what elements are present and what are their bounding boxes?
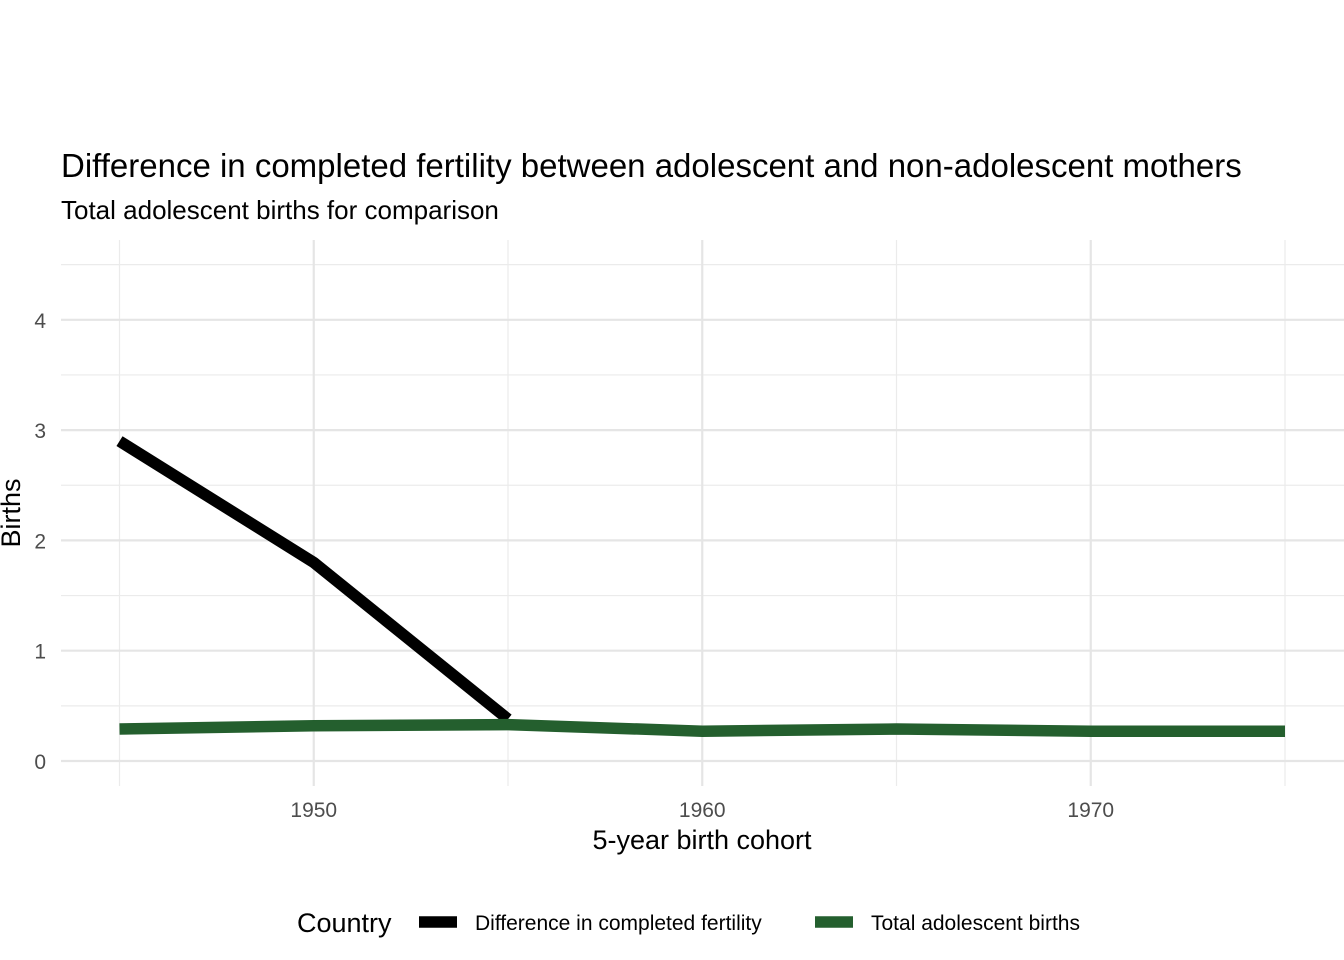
series-line-1 — [116, 436, 512, 724]
series-lines — [116, 436, 1285, 737]
x-axis-title: 5-year birth cohort — [592, 825, 812, 855]
y-tick-label: 1 — [34, 641, 46, 664]
chart-title: Difference in completed fertility betwee… — [61, 147, 1242, 184]
y-tick-label: 0 — [34, 751, 46, 774]
y-tick-label: 2 — [34, 530, 46, 553]
legend-title: Country — [297, 908, 392, 938]
legend-label-1: Difference in completed fertility — [475, 912, 762, 935]
chart-subtitle: Total adolescent births for comparison — [61, 195, 499, 225]
y-tick-label: 4 — [34, 310, 46, 333]
series-line-2 — [119, 718, 1285, 737]
tick-labels: 0 1 2 3 4 1950 1960 1970 — [34, 310, 1114, 822]
x-tick-label: 1960 — [679, 799, 726, 822]
x-tick-label: 1970 — [1067, 799, 1114, 822]
grid — [61, 240, 1344, 786]
x-tick-label: 1950 — [290, 799, 337, 822]
legend: Country Difference in completed fertilit… — [297, 908, 1080, 938]
y-tick-label: 3 — [34, 420, 46, 443]
y-axis-title: Births — [0, 478, 26, 547]
legend-label-2: Total adolescent births — [871, 912, 1080, 935]
